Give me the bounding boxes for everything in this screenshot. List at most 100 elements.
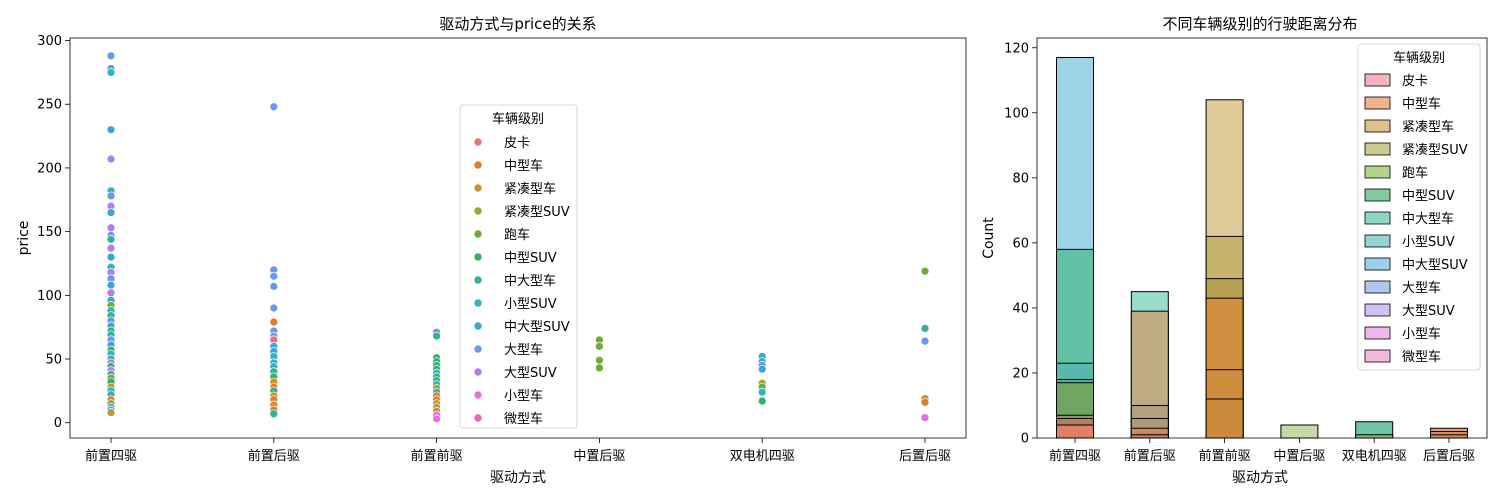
histogram-title: 不同车辆级别的行驶距离分布 xyxy=(1162,15,1357,33)
scatter-legend-marker xyxy=(473,183,483,193)
scatter-x-tick-label: 中置后驱 xyxy=(573,449,625,464)
scatter-legend-item: 中型SUV xyxy=(473,251,557,266)
scatter-point xyxy=(757,364,767,374)
histogram-legend-label: 小型车 xyxy=(1402,326,1441,342)
histogram-legend-item: 中大型SUV xyxy=(1364,257,1468,273)
histogram-bars xyxy=(1056,57,1468,439)
scatter-x-tick-label: 前置前驱 xyxy=(411,448,463,464)
histogram-legend-swatch xyxy=(1364,234,1391,248)
scatter-point xyxy=(432,414,441,424)
scatter-legend-item: 微型车 xyxy=(473,411,543,427)
scatter-point xyxy=(106,191,116,201)
histogram-legend-swatch xyxy=(1364,211,1391,225)
scatter-point xyxy=(269,409,279,419)
scatter-legend-label: 紧凑型SUV xyxy=(504,205,570,220)
histogram-legend-swatch xyxy=(1364,303,1391,317)
scatter-point xyxy=(106,208,116,217)
scatter-x-tick-label: 前置四驱 xyxy=(85,448,137,464)
scatter-legend-item: 大型车 xyxy=(473,342,543,358)
scatter-legend-title: 车辆级别 xyxy=(492,111,544,127)
histogram-legend-swatch xyxy=(1364,142,1391,156)
scatter-y-tick-label: 250 xyxy=(37,98,62,113)
scatter-point xyxy=(920,266,930,276)
scatter-legend-item: 紧凑型SUV xyxy=(473,205,570,220)
histogram-legend-label: 跑车 xyxy=(1402,165,1428,181)
scatter-legend-label: 中大型车 xyxy=(504,273,556,289)
scatter-legend-marker xyxy=(473,321,483,331)
histogram-x-tick-label: 前置前驱 xyxy=(1199,448,1251,464)
scatter-legend-box xyxy=(459,104,578,429)
histogram-legend-item: 小型车 xyxy=(1364,326,1441,342)
scatter-legend-marker xyxy=(473,252,483,262)
histogram-x-tick-label: 前置后驱 xyxy=(1124,448,1176,464)
scatter-point xyxy=(269,317,279,327)
histogram-legend-item: 大型SUV xyxy=(1364,303,1455,319)
scatter-point xyxy=(595,341,604,351)
scatter-legend-marker xyxy=(473,344,483,354)
histogram-legend-label: 中大型SUV xyxy=(1402,258,1468,273)
scatter-point xyxy=(432,331,441,341)
histogram-legend-swatch xyxy=(1364,96,1391,110)
scatter-x-ticks: 前置四驱 前置后驱 前置前驱 中置后驱 双电机四驱 后置后驱 xyxy=(85,438,951,464)
scatter-legend-label: 紧凑型车 xyxy=(504,181,556,197)
histogram-legend-label: 大型SUV xyxy=(1402,304,1455,319)
scatter-legend-marker xyxy=(473,275,483,285)
histogram-y-ticks: 0 20 40 60 80 100 120 xyxy=(1004,41,1037,447)
scatter-legend-label: 中大型SUV xyxy=(504,320,570,335)
scatter-legend-marker xyxy=(473,206,483,216)
histogram-legend-label: 小型SUV xyxy=(1402,235,1455,250)
histogram-y-tick-label: 100 xyxy=(1004,106,1029,121)
scatter-point xyxy=(106,408,116,417)
scatter-legend-marker xyxy=(473,413,483,423)
histogram-legend-swatch xyxy=(1364,119,1391,133)
scatter-legend-item: 跑车 xyxy=(473,227,530,243)
histogram-y-axis-label: Count xyxy=(981,217,997,259)
scatter-y-tick-label: 50 xyxy=(45,353,62,368)
scatter-legend-item: 皮卡 xyxy=(473,136,530,151)
histogram-bar xyxy=(1280,424,1319,439)
histogram-y-tick-label: 40 xyxy=(1012,301,1029,316)
histogram-legend-item: 中大型车 xyxy=(1364,211,1454,227)
scatter-y-tick-label: 300 xyxy=(37,34,62,49)
scatter-legend-label: 小型SUV xyxy=(504,297,557,312)
histogram-y-tick-label: 0 xyxy=(1021,432,1029,447)
histogram-bar xyxy=(1205,398,1244,439)
scatter-y-tick-label: 150 xyxy=(37,225,62,240)
histogram-legend-box xyxy=(1357,43,1481,371)
scatter-point xyxy=(106,223,116,233)
scatter-legend-label: 中型车 xyxy=(504,158,543,174)
histogram-axes-frame xyxy=(1036,37,1488,439)
scatter-legend-label: 大型车 xyxy=(504,342,543,358)
scatter-legend-label: 微型车 xyxy=(504,411,543,427)
scatter-legend-marker xyxy=(473,367,483,377)
histogram-y-tick-label: 20 xyxy=(1012,366,1029,381)
histogram-legend-swatch xyxy=(1364,73,1391,87)
scatter-legend-marker xyxy=(473,137,483,147)
histogram-y-tick-label: 80 xyxy=(1012,171,1029,186)
histogram-legend-label: 微型车 xyxy=(1402,349,1441,365)
scatter-point xyxy=(920,336,930,346)
scatter-point xyxy=(269,303,279,313)
scatter-point xyxy=(269,271,279,281)
histogram-x-axis-label: 驱动方式 xyxy=(1232,470,1288,486)
scatter-y-ticks: 0 50 100 150 200 250 300 xyxy=(37,34,70,431)
scatter-legend-label: 跑车 xyxy=(504,227,530,243)
histogram-y-tick-label: 60 xyxy=(1012,236,1029,251)
scatter-y-tick-label: 100 xyxy=(37,289,62,304)
scatter-legend-marker xyxy=(473,298,483,308)
histogram-legend-item: 大型车 xyxy=(1364,280,1441,296)
scatter-legend-label: 皮卡 xyxy=(504,136,530,151)
scatter-legend-item: 小型SUV xyxy=(473,297,557,312)
scatter-x-tick-label: 后置后驱 xyxy=(899,449,951,464)
scatter-point xyxy=(757,387,767,397)
scatter-point xyxy=(106,154,116,164)
histogram-legend-swatch xyxy=(1364,165,1391,179)
scatter-legend-marker xyxy=(473,229,483,239)
scatter-legend-item: 中型车 xyxy=(473,158,543,174)
histogram-legend-item: 皮卡 xyxy=(1364,73,1428,89)
histogram-legend-item: 中型车 xyxy=(1364,96,1441,112)
histogram-legend-item: 小型SUV xyxy=(1364,234,1455,250)
scatter-point xyxy=(920,324,930,333)
